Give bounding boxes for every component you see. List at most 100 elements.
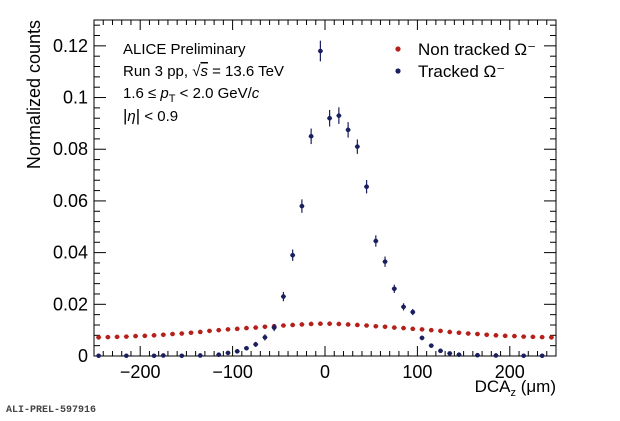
data-point bbox=[96, 335, 101, 340]
data-point bbox=[355, 144, 360, 149]
legend-label-tracked: Tracked Ω⁻ bbox=[418, 62, 505, 81]
data-point bbox=[234, 326, 240, 332]
data-point bbox=[419, 327, 425, 332]
annotation-eta-symbol: η bbox=[127, 108, 135, 125]
data-point bbox=[96, 353, 101, 359]
data-point bbox=[382, 259, 388, 264]
annotation-alice: ALICE Preliminary bbox=[123, 41, 246, 58]
annotation-eta-post: < 0.9 bbox=[140, 108, 178, 125]
data-point bbox=[484, 332, 490, 338]
annotation-pt: 1.6 ≤ pT < 2.0 GeV/c bbox=[123, 85, 260, 105]
annotation-pt-post: < 2.0 GeV/ bbox=[176, 85, 253, 102]
figure-id: ALI-PREL-597916 bbox=[6, 405, 97, 416]
data-point bbox=[447, 351, 453, 356]
data-point bbox=[308, 134, 314, 139]
data-point bbox=[124, 334, 129, 339]
series-1 bbox=[96, 40, 545, 359]
annotation-pt-sub: T bbox=[169, 93, 176, 105]
y-tick-label: 0.08 bbox=[53, 139, 88, 159]
data-point bbox=[549, 335, 554, 340]
legend: Non tracked Ω⁻ Tracked Ω⁻ bbox=[395, 40, 536, 81]
x-tick-label: 0 bbox=[320, 362, 330, 382]
data-point bbox=[327, 321, 332, 326]
x-axis-label-unit: (μm) bbox=[516, 377, 556, 396]
data-point bbox=[438, 348, 443, 354]
data-point bbox=[364, 184, 369, 190]
data-point bbox=[197, 353, 203, 358]
data-point bbox=[271, 325, 277, 330]
data-point bbox=[401, 304, 406, 310]
axis-ticks: −200 −100 0 100 200 0 0.02 0.04 0.06 0.08 0.1 0.12 bbox=[53, 20, 557, 382]
data-point bbox=[327, 115, 332, 121]
data-point bbox=[475, 331, 480, 337]
data-point bbox=[281, 323, 286, 328]
data-point bbox=[290, 322, 295, 328]
data-point bbox=[493, 353, 499, 358]
data-point bbox=[447, 329, 453, 335]
data-point bbox=[392, 286, 397, 292]
data-point bbox=[225, 327, 231, 332]
data-point bbox=[493, 333, 499, 338]
data-point bbox=[197, 329, 203, 335]
data-point bbox=[216, 352, 222, 358]
data-point bbox=[133, 333, 138, 339]
data-point bbox=[234, 349, 240, 354]
data-point bbox=[244, 345, 249, 351]
y-tick-label: 0 bbox=[78, 346, 88, 366]
data-markers bbox=[96, 40, 554, 359]
data-point bbox=[521, 334, 526, 339]
annotation-run-pre: Run 3 pp, bbox=[123, 63, 192, 80]
data-point bbox=[521, 353, 526, 359]
data-point bbox=[456, 330, 462, 336]
y-tick-label: 0.06 bbox=[53, 191, 88, 211]
annotation-run-post: = 13.6 TeV bbox=[208, 63, 284, 80]
x-axis-label-sub: z bbox=[510, 387, 516, 399]
data-point bbox=[410, 309, 416, 315]
data-point bbox=[539, 334, 545, 340]
y-tick-label: 0.04 bbox=[53, 243, 88, 263]
legend-marker-non-tracked bbox=[395, 46, 401, 52]
annotation-pt-pre: 1.6 ≤ bbox=[123, 85, 160, 102]
y-tick-label: 0.02 bbox=[53, 294, 88, 314]
data-point bbox=[465, 331, 471, 336]
legend-label-non-tracked: Non tracked Ω⁻ bbox=[418, 40, 536, 59]
data-point bbox=[253, 342, 258, 347]
data-point bbox=[336, 321, 342, 327]
data-point bbox=[262, 335, 268, 340]
data-point bbox=[179, 353, 185, 359]
data-point bbox=[244, 325, 249, 331]
annotation-run-sqrt: √ bbox=[192, 63, 201, 80]
data-point bbox=[114, 334, 120, 340]
data-point bbox=[475, 352, 480, 358]
data-point bbox=[345, 127, 351, 133]
data-point bbox=[373, 323, 379, 329]
data-point bbox=[170, 331, 175, 337]
legend-marker-tracked bbox=[395, 68, 401, 74]
data-point bbox=[382, 324, 388, 330]
data-point bbox=[253, 325, 258, 330]
y-tick-label: 0.12 bbox=[53, 36, 88, 56]
y-tick-label: 0.1 bbox=[63, 88, 88, 108]
data-point bbox=[262, 324, 268, 330]
x-tick-label: −200 bbox=[120, 362, 161, 382]
data-point bbox=[419, 335, 425, 341]
data-point bbox=[188, 330, 194, 336]
data-point bbox=[428, 327, 434, 333]
data-point bbox=[502, 333, 508, 339]
data-point bbox=[318, 321, 323, 326]
x-tick-label: −100 bbox=[212, 362, 253, 382]
annotation-eta-bar-left: | bbox=[123, 106, 127, 125]
x-tick-label: 200 bbox=[495, 362, 525, 382]
data-point bbox=[225, 350, 231, 356]
data-point bbox=[124, 353, 129, 359]
data-point bbox=[207, 328, 212, 334]
data-point bbox=[364, 323, 369, 328]
annotation-eta: |η| < 0.9 bbox=[123, 106, 178, 125]
data-point bbox=[428, 343, 434, 348]
data-point bbox=[299, 322, 305, 327]
data-point bbox=[392, 325, 397, 330]
data-point bbox=[105, 334, 111, 340]
data-point bbox=[336, 113, 342, 118]
